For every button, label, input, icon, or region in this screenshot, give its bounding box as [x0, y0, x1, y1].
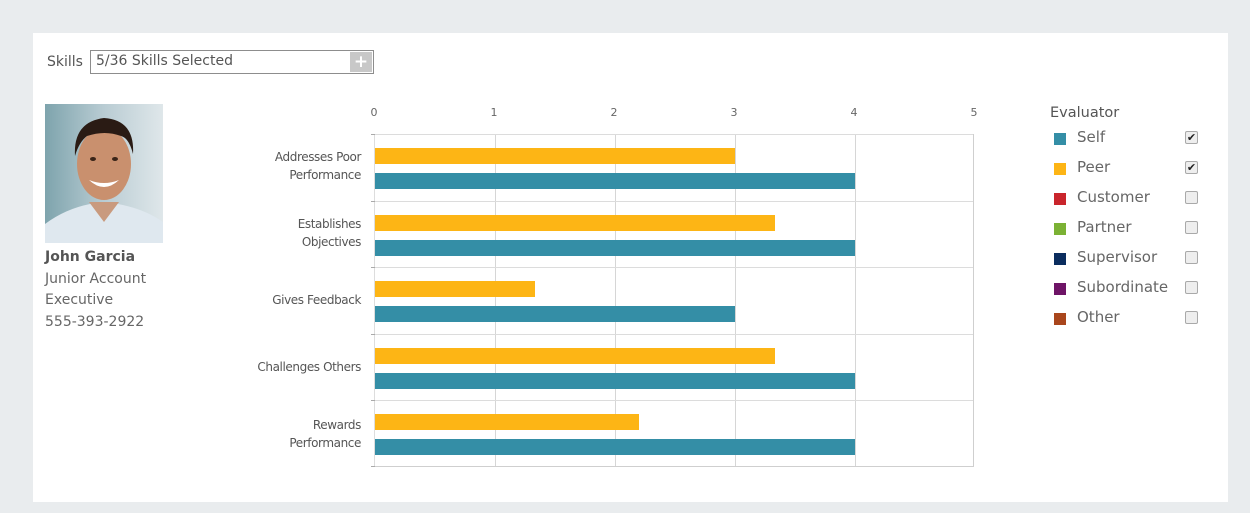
- partner-checkbox[interactable]: [1185, 221, 1198, 234]
- gridline: [375, 400, 973, 402]
- profile-photo: [45, 104, 163, 243]
- swatch-icon: [1054, 193, 1066, 205]
- swatch-icon: [1054, 253, 1066, 265]
- person-photo-icon: [45, 104, 163, 243]
- bar-self[interactable]: [375, 173, 855, 189]
- bar-self[interactable]: [375, 372, 855, 389]
- legend-item-subordinate: Subordinate: [1050, 277, 1210, 307]
- gridline: [375, 134, 973, 135]
- bar-peer[interactable]: [375, 347, 775, 364]
- x-tick-label: 4: [850, 106, 858, 119]
- category-label: Challenges Others: [257, 360, 361, 374]
- legend-item-customer: Customer: [1050, 187, 1210, 217]
- x-tick-label: 2: [610, 106, 618, 119]
- skills-panel: Skills 5/36 Skills Selected + John Garci…: [33, 33, 1228, 502]
- category-tick: [371, 267, 375, 269]
- peer-checkbox[interactable]: ✔: [1185, 161, 1198, 174]
- legend-item-other: Other: [1050, 307, 1210, 337]
- bar-peer[interactable]: [375, 148, 735, 164]
- bar-self[interactable]: [375, 306, 735, 323]
- skills-selector[interactable]: 5/36 Skills Selected +: [90, 50, 374, 74]
- x-tick-label: 1: [490, 106, 498, 119]
- skills-selected-value: 5/36 Skills Selected: [96, 53, 233, 69]
- category-label: Addresses Poor Performance: [274, 150, 361, 182]
- category-label: Rewards Performance: [289, 418, 361, 450]
- chart-plot-area: [371, 134, 974, 467]
- person-info: John Garcia Junior Account Executive 555…: [45, 247, 146, 333]
- legend-item-peer: Peer ✔: [1050, 157, 1210, 187]
- category-tick: [371, 400, 375, 402]
- person-title-line2: Executive: [45, 292, 114, 308]
- gridline: [375, 267, 973, 269]
- swatch-icon: [1054, 163, 1066, 175]
- x-tick-label: 3: [730, 106, 738, 119]
- category-tick: [371, 200, 375, 202]
- category-tick: [371, 333, 375, 335]
- supervisor-checkbox[interactable]: [1185, 251, 1198, 264]
- category-tick: [371, 466, 375, 467]
- gridline: [735, 134, 736, 466]
- gridline: [375, 333, 973, 335]
- category-tick: [371, 134, 375, 135]
- self-checkbox[interactable]: ✔: [1185, 131, 1198, 144]
- gridline: [375, 200, 973, 202]
- subordinate-checkbox[interactable]: [1185, 281, 1198, 294]
- swatch-icon: [1054, 313, 1066, 325]
- legend-title: Evaluator: [1050, 105, 1120, 121]
- add-skill-button[interactable]: +: [350, 52, 372, 72]
- bar-self[interactable]: [375, 239, 855, 256]
- person-phone: 555-393-2922: [45, 313, 145, 330]
- legend-item-supervisor: Supervisor: [1050, 247, 1210, 277]
- gridline: [495, 134, 496, 466]
- swatch-icon: [1054, 223, 1066, 235]
- bar-peer[interactable]: [375, 281, 535, 298]
- category-label: Establishes Objectives: [297, 217, 362, 249]
- legend-item-partner: Partner: [1050, 217, 1210, 247]
- customer-checkbox[interactable]: [1185, 191, 1198, 204]
- gridline: [855, 134, 856, 466]
- bar-peer[interactable]: [375, 414, 639, 431]
- evaluator-legend: Evaluator Self ✔ Peer ✔ Customer Partner…: [1050, 105, 1210, 337]
- person-title-line1: Junior Account: [45, 270, 147, 287]
- bar-peer[interactable]: [375, 214, 775, 231]
- skills-label: Skills: [47, 54, 83, 70]
- other-checkbox[interactable]: [1185, 311, 1198, 324]
- x-tick-label: 5: [970, 106, 978, 119]
- gridline: [615, 134, 616, 466]
- legend-item-self: Self ✔: [1050, 127, 1210, 157]
- x-tick-label: 0: [370, 106, 378, 119]
- person-name: John Garcia: [45, 249, 136, 265]
- swatch-icon: [1054, 283, 1066, 295]
- bar-self[interactable]: [375, 439, 855, 456]
- swatch-icon: [1054, 133, 1066, 145]
- category-label: Gives Feedback: [272, 293, 361, 307]
